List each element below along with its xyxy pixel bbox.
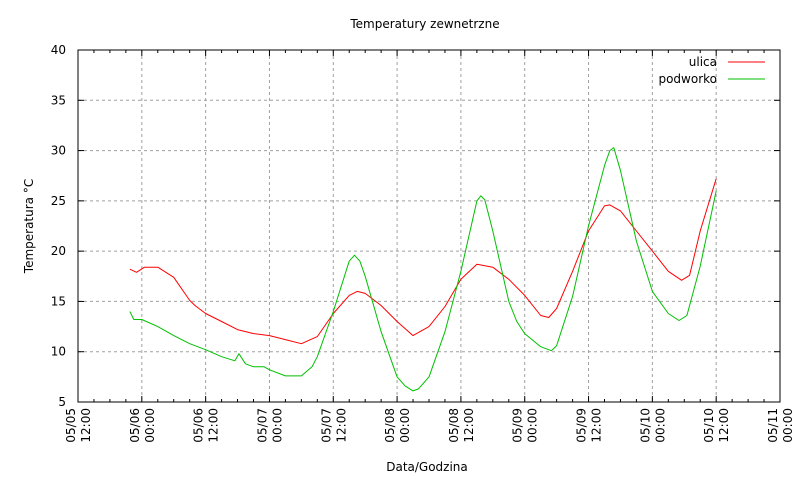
- x-tick-time: 00:00: [398, 408, 412, 443]
- x-tick-time: 12:00: [717, 408, 731, 443]
- x-tick-date: 05/10: [702, 408, 716, 443]
- y-tick-label: 5: [58, 395, 66, 409]
- legend: ulica podworko: [658, 55, 765, 86]
- y-tick-label: 35: [51, 93, 66, 107]
- x-tick-time: 00:00: [653, 408, 667, 443]
- x-tick-label: 05/08 00:00: [383, 408, 412, 443]
- grid: [78, 50, 780, 402]
- x-tick-time: 12:00: [590, 408, 604, 443]
- chart-title: Temperatury zewnetrzne: [349, 17, 499, 31]
- series-line-ulica: [129, 178, 717, 345]
- x-tick-label: 05/05 12:00: [64, 408, 93, 443]
- x-tick-time: 00:00: [526, 408, 540, 443]
- x-tick-date: 05/09: [575, 408, 589, 443]
- series-line-podworko: [129, 147, 717, 392]
- x-tick-date: 05/08: [383, 408, 397, 443]
- x-tick-time: 12:00: [79, 408, 93, 443]
- plot-border: [77, 49, 781, 403]
- x-tick-label: 05/09 00:00: [511, 408, 540, 443]
- x-tick-date: 05/10: [638, 408, 652, 443]
- x-tick-label: 05/09 12:00: [575, 408, 604, 443]
- y-axis-label: Temperatura °C: [22, 179, 36, 274]
- x-tick-time: 12:00: [334, 408, 348, 443]
- series-lines: [129, 147, 717, 392]
- x-tick-label: 05/06 00:00: [128, 408, 157, 443]
- x-tick-time: 12:00: [207, 408, 221, 443]
- legend-label-podworko: podworko: [658, 72, 717, 86]
- x-tick-label: 05/07 00:00: [255, 408, 284, 443]
- x-tick-date: 05/06: [192, 408, 206, 443]
- y-tick-label: 40: [51, 43, 66, 57]
- x-tick-label: 05/06 12:00: [192, 408, 221, 443]
- y-tick-label: 30: [51, 144, 66, 158]
- x-tick-date: 05/09: [511, 408, 525, 443]
- x-tick-label: 05/10 12:00: [702, 408, 731, 443]
- x-tick-label: 05/10 00:00: [638, 408, 667, 443]
- x-tick-time: 12:00: [462, 408, 476, 443]
- x-tick-date: 05/05: [64, 408, 78, 443]
- x-tick-label: 05/11 00:00: [766, 408, 795, 443]
- x-tick-date: 05/08: [447, 408, 461, 443]
- x-tick-label: 05/07 12:00: [319, 408, 348, 443]
- y-tick-label: 10: [51, 345, 66, 359]
- x-tick-time: 00:00: [781, 408, 795, 443]
- x-tick-label: 05/08 12:00: [447, 408, 476, 443]
- legend-label-ulica: ulica: [689, 55, 717, 69]
- x-tick-date: 05/07: [255, 408, 269, 443]
- x-axis-label: Data/Godzina: [386, 460, 468, 474]
- y-tick-label: 25: [51, 194, 66, 208]
- y-tick-label: 20: [51, 244, 66, 258]
- x-tick-date: 05/06: [128, 408, 142, 443]
- x-tick-time: 00:00: [270, 408, 284, 443]
- x-tick-date: 05/11: [766, 408, 780, 443]
- x-tick-time: 00:00: [143, 408, 157, 443]
- y-tick-label: 15: [51, 294, 66, 308]
- x-tick-date: 05/07: [319, 408, 333, 443]
